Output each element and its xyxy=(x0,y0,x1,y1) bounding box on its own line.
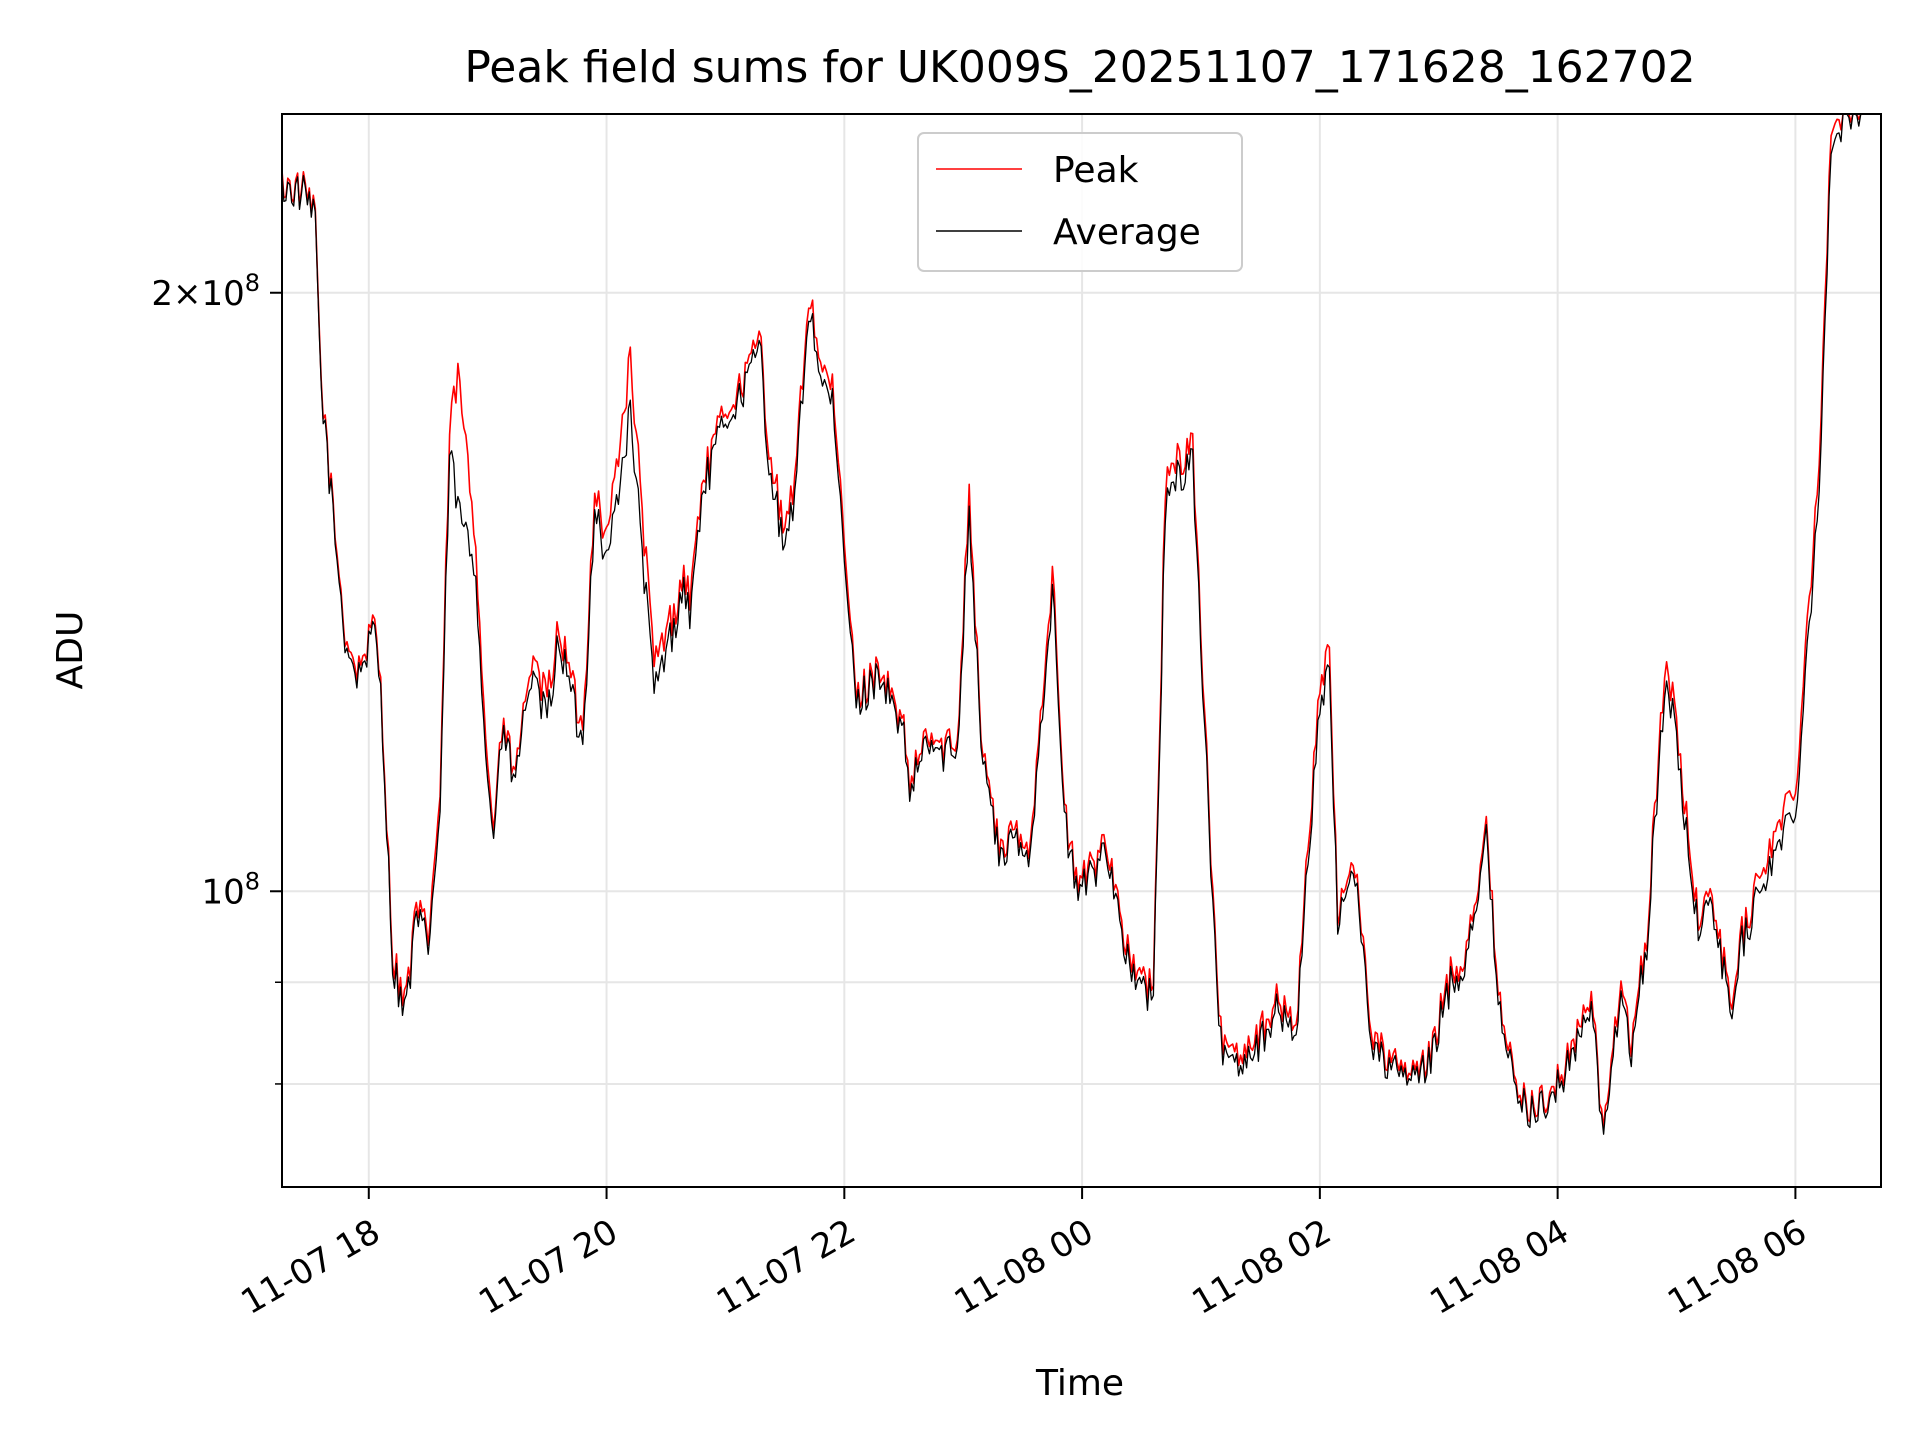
legend-box xyxy=(917,132,1243,272)
legend-average-label: Average xyxy=(1053,212,1201,253)
grid xyxy=(282,114,1881,1187)
y-tick-label: 2×108 xyxy=(151,269,260,314)
legend-peak-label: Peak xyxy=(1053,150,1139,191)
series-line-average xyxy=(281,113,1862,1135)
y-axis-label: ADU xyxy=(50,611,91,690)
y-axis-ticks: 2×108 108 xyxy=(151,269,282,1085)
chart-title: Peak field sums for UK009S_20251107_1716… xyxy=(464,42,1695,93)
x-axis-label: Time xyxy=(1035,1363,1124,1404)
legend: Peak Average xyxy=(917,132,1243,272)
y-tick-label: 108 xyxy=(201,867,260,912)
series-layer xyxy=(281,113,1862,1135)
